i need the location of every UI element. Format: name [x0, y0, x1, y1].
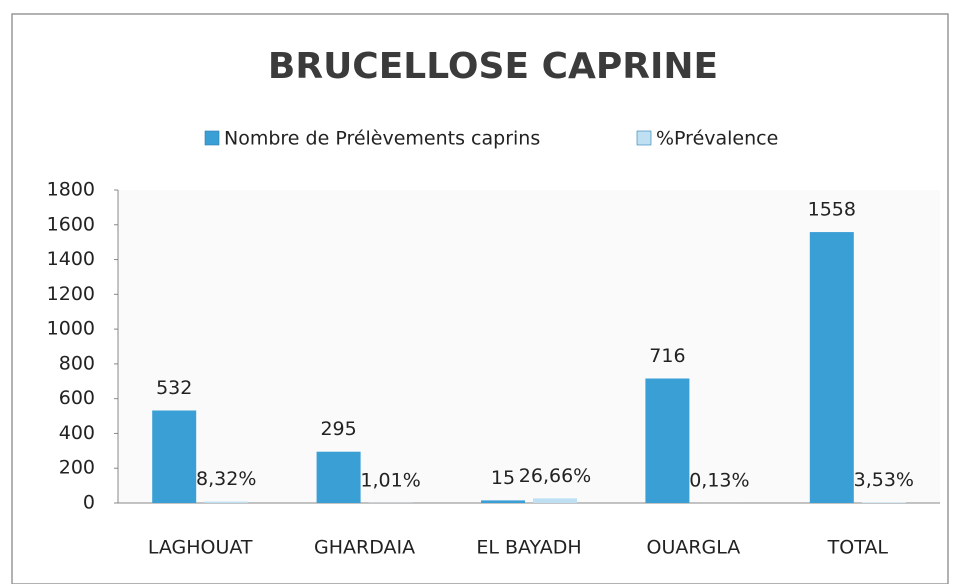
data-label: 1,01%: [360, 469, 420, 491]
y-tick-label: 400: [59, 422, 95, 444]
bar: [152, 410, 197, 503]
bar: [204, 501, 249, 503]
data-label: 532: [156, 377, 192, 399]
legend-label: %Prévalence: [656, 128, 778, 150]
bar: [809, 232, 854, 503]
y-tick-label: 1800: [47, 179, 95, 201]
y-tick-label: 1600: [47, 213, 95, 235]
bar: [861, 502, 906, 503]
legend-swatch: [204, 130, 220, 146]
y-tick-label: 200: [59, 457, 95, 479]
y-tick-label: 600: [59, 387, 95, 409]
data-label: 1558: [808, 199, 856, 221]
x-tick-label: LAGHOUAT: [148, 537, 253, 559]
x-tick-label: OUARGLA: [646, 537, 740, 559]
x-tick-label: TOTAL: [827, 537, 889, 559]
bar: [645, 378, 690, 503]
x-tick-label: EL BAYADH: [476, 537, 581, 559]
y-tick-label: 1000: [47, 318, 95, 340]
data-label: 716: [649, 345, 685, 367]
data-label: 26,66%: [519, 465, 591, 487]
data-label: 15: [491, 467, 515, 489]
data-label: 3,53%: [854, 469, 914, 491]
legend-swatch: [636, 130, 652, 146]
y-tick-label: 1200: [47, 283, 95, 305]
bar: [481, 500, 525, 503]
data-label: 0,13%: [689, 469, 749, 491]
y-tick-label: 0: [83, 492, 95, 514]
y-tick-label: 800: [59, 352, 95, 374]
data-label: 8,32%: [196, 468, 256, 490]
y-tick-label: 1400: [47, 248, 95, 270]
chart-title: BRUCELLOSE CAPRINE: [268, 46, 718, 87]
x-tick-label: GHARDAIA: [314, 537, 415, 559]
plot-area: [118, 190, 940, 503]
bar: [533, 498, 577, 503]
legend-label: Nombre de Prélèvements caprins: [224, 128, 540, 150]
bar: [316, 451, 361, 503]
data-label: 295: [320, 418, 356, 440]
